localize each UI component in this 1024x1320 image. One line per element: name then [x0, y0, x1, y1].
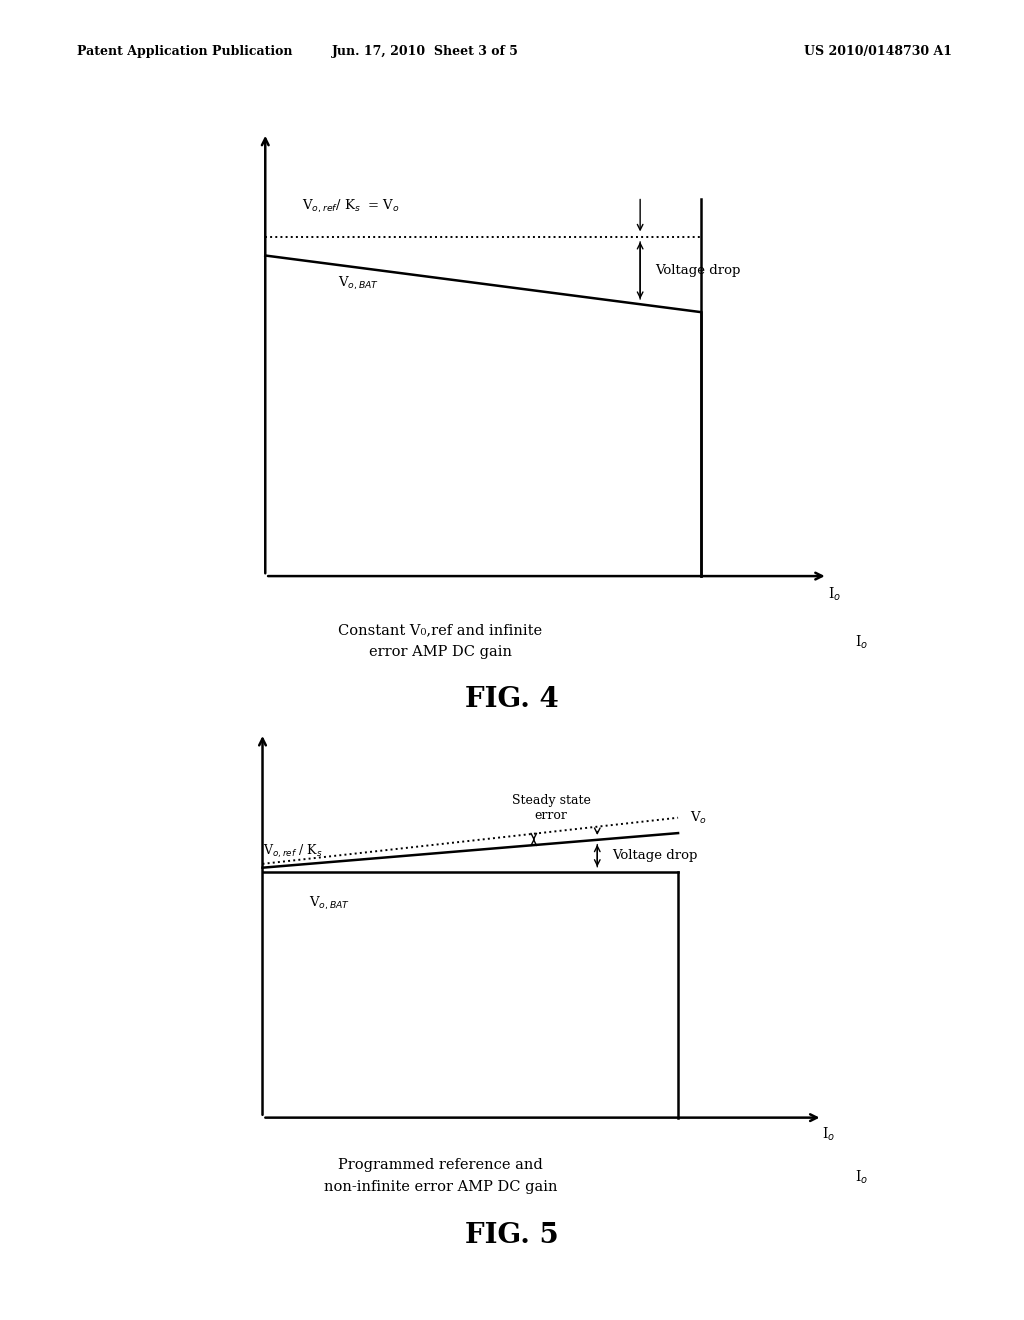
Text: V$_{o,ref}$/ K$_s$  = V$_o$: V$_{o,ref}$/ K$_s$ = V$_o$: [301, 198, 399, 215]
Text: Jun. 17, 2010  Sheet 3 of 5: Jun. 17, 2010 Sheet 3 of 5: [332, 45, 518, 58]
Text: Steady state: Steady state: [512, 793, 591, 807]
Text: FIG. 5: FIG. 5: [465, 1222, 559, 1249]
Text: I$_o$: I$_o$: [855, 1168, 868, 1185]
Text: non-infinite error AMP DC gain: non-infinite error AMP DC gain: [324, 1180, 557, 1195]
Text: Constant V₀,ref and infinite: Constant V₀,ref and infinite: [338, 623, 543, 638]
Text: V$_{o,BAT}$: V$_{o,BAT}$: [308, 895, 350, 912]
Text: FIG. 4: FIG. 4: [465, 686, 559, 713]
Text: I$_o$: I$_o$: [855, 634, 868, 651]
Text: V$_{o,BAT}$: V$_{o,BAT}$: [338, 275, 379, 292]
Text: US 2010/0148730 A1: US 2010/0148730 A1: [804, 45, 952, 58]
Text: I$_o$: I$_o$: [827, 586, 841, 603]
Text: V$_{o,ref}$ / K$_s$: V$_{o,ref}$ / K$_s$: [262, 842, 322, 861]
Text: Voltage drop: Voltage drop: [655, 264, 740, 277]
Text: Patent Application Publication: Patent Application Publication: [77, 45, 292, 58]
Text: Programmed reference and: Programmed reference and: [338, 1158, 543, 1172]
Text: error AMP DC gain: error AMP DC gain: [369, 645, 512, 660]
Text: error: error: [535, 809, 567, 822]
Text: Voltage drop: Voltage drop: [611, 849, 697, 862]
Text: V$_o$: V$_o$: [689, 809, 707, 826]
Text: I$_o$: I$_o$: [822, 1126, 836, 1143]
